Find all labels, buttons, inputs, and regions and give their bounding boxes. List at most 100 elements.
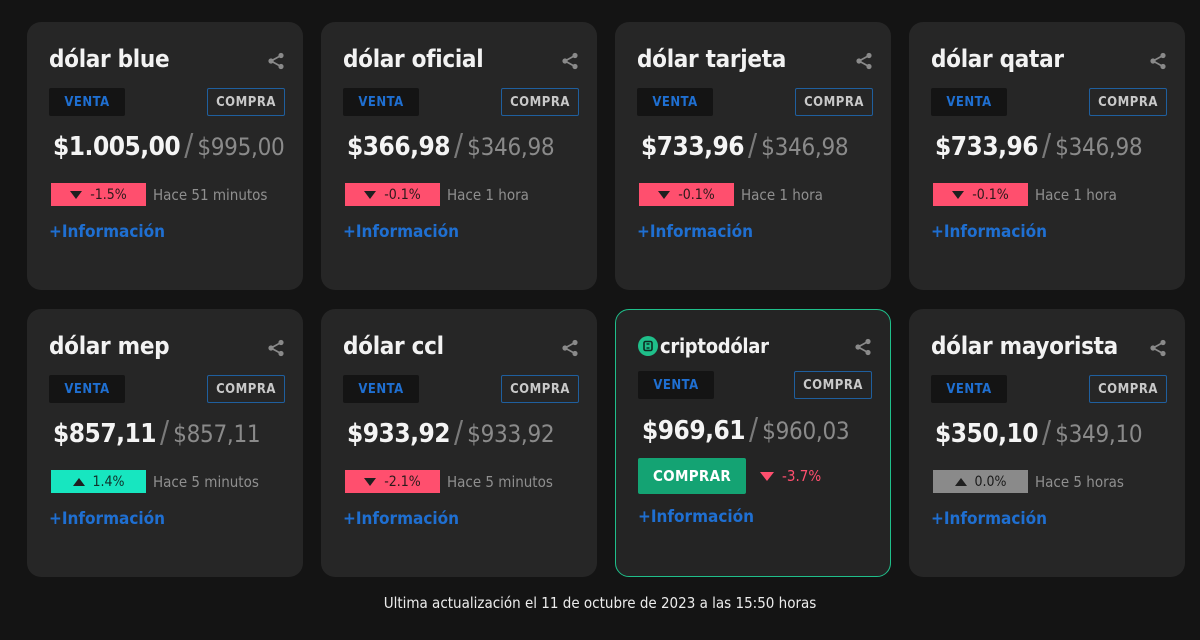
change-value: -3.7% <box>782 467 822 485</box>
tab-venta[interactable]: VENTA <box>637 88 713 116</box>
prices: $733,96/$346,98 <box>935 128 1143 163</box>
price-compra: $960,03 <box>762 417 850 445</box>
arrow-up-icon <box>72 477 85 486</box>
share-icon[interactable] <box>561 52 579 70</box>
share-icon[interactable] <box>267 339 285 357</box>
arrow-down-icon <box>658 190 671 199</box>
price-venta: $857,11 <box>53 419 157 449</box>
share-icon[interactable] <box>267 52 285 70</box>
price-separator: / <box>1042 128 1052 163</box>
price-separator: / <box>184 128 194 163</box>
price-compra: $346,98 <box>1055 133 1143 161</box>
updated-time: Hace 5 minutos <box>153 472 259 491</box>
change-badge: -2.1% <box>345 470 440 493</box>
updated-time: Hace 5 horas <box>1035 472 1124 491</box>
prices: $366,98/$346,98 <box>347 128 555 163</box>
price-venta: $1.005,00 <box>53 132 181 162</box>
more-info-link[interactable]: +Información <box>49 509 166 529</box>
more-info-link[interactable]: +Información <box>931 222 1048 242</box>
change-value: -1.5% <box>90 186 127 203</box>
more-info-link[interactable]: +Información <box>343 509 460 529</box>
updated-time: Hace 5 minutos <box>447 472 553 491</box>
last-update-text: Ultima actualización el 11 de octubre de… <box>383 594 817 612</box>
card-title: dólar mep <box>49 332 170 360</box>
price-compra: $857,11 <box>173 420 261 448</box>
crypto-logo-icon <box>638 336 658 356</box>
change-badge: 1.4% <box>51 470 146 493</box>
price-compra: $349,10 <box>1055 420 1143 448</box>
price-compra: $995,00 <box>197 133 285 161</box>
updated-time: Hace 51 minutos <box>153 185 268 204</box>
change-badge: 0.0% <box>933 470 1028 493</box>
prices: $969,61/$960,03 <box>642 412 850 447</box>
more-info-link[interactable]: +Información <box>49 222 166 242</box>
price-separator: / <box>454 415 464 450</box>
price-separator: / <box>749 412 759 447</box>
card-dolar-mayorista: dólar mayorista VENTA COMPRA $350,10/$34… <box>909 309 1185 577</box>
tab-compra[interactable]: COMPRA <box>795 88 873 116</box>
more-info-link[interactable]: +Información <box>638 507 755 527</box>
tab-compra[interactable]: COMPRA <box>794 371 872 399</box>
prices: $933,92/$933,92 <box>347 415 555 450</box>
price-separator: / <box>454 128 464 163</box>
more-info-link[interactable]: +Información <box>343 222 460 242</box>
price-compra: $933,92 <box>467 420 555 448</box>
updated-time: Hace 1 hora <box>447 185 529 204</box>
tab-venta[interactable]: VENTA <box>931 88 1007 116</box>
price-separator: / <box>160 415 170 450</box>
quotes-grid: dólar blue VENTA COMPRA $1.005,00/$995,0… <box>27 22 1185 577</box>
prices: $1.005,00/$995,00 <box>53 128 285 163</box>
share-icon[interactable] <box>1149 52 1167 70</box>
change-badge: -0.1% <box>639 183 734 206</box>
change-badge: -0.1% <box>345 183 440 206</box>
card-dolar-ccl: dólar ccl VENTA COMPRA $933,92/$933,92 -… <box>321 309 597 577</box>
price-compra: $346,98 <box>761 133 849 161</box>
card-dolar-tarjeta: dólar tarjeta VENTA COMPRA $733,96/$346,… <box>615 22 891 290</box>
change-value: -0.1% <box>972 186 1009 203</box>
more-info-link[interactable]: +Información <box>931 509 1048 529</box>
price-venta: $969,61 <box>642 416 746 446</box>
tab-venta[interactable]: VENTA <box>638 371 714 399</box>
share-icon[interactable] <box>854 338 872 356</box>
price-separator: / <box>1042 415 1052 450</box>
price-venta: $350,10 <box>935 419 1039 449</box>
card-dolar-mep: dólar mep VENTA COMPRA $857,11/$857,11 1… <box>27 309 303 577</box>
card-criptodolar: criptodólar VENTA COMPRA $969,61/$960,03… <box>615 309 891 577</box>
change-value: -2.1% <box>384 473 421 490</box>
more-info-link[interactable]: +Información <box>637 222 754 242</box>
tab-compra[interactable]: COMPRA <box>207 375 285 403</box>
prices: $733,96/$346,98 <box>641 128 849 163</box>
card-title: dólar blue <box>49 45 170 73</box>
tab-compra[interactable]: COMPRA <box>1089 88 1167 116</box>
tab-venta[interactable]: VENTA <box>49 375 125 403</box>
arrow-up-icon <box>954 477 967 486</box>
card-title: dólar oficial <box>343 45 484 73</box>
tab-compra[interactable]: COMPRA <box>501 375 579 403</box>
share-icon[interactable] <box>1149 339 1167 357</box>
card-title: dólar mayorista <box>931 332 1118 360</box>
share-icon[interactable] <box>855 52 873 70</box>
tab-venta[interactable]: VENTA <box>49 88 125 116</box>
tab-venta[interactable]: VENTA <box>343 88 419 116</box>
card-title: dólar qatar <box>931 45 1064 73</box>
card-dolar-oficial: dólar oficial VENTA COMPRA $366,98/$346,… <box>321 22 597 290</box>
card-title: dólar ccl <box>343 332 444 360</box>
share-icon[interactable] <box>561 339 579 357</box>
tab-compra[interactable]: COMPRA <box>207 88 285 116</box>
arrow-down-icon <box>70 190 83 199</box>
updated-time: Hace 1 hora <box>741 185 823 204</box>
price-compra: $346,98 <box>467 133 555 161</box>
buy-button[interactable]: COMPRAR <box>638 458 746 494</box>
tab-venta[interactable]: VENTA <box>343 375 419 403</box>
price-venta: $366,98 <box>347 132 451 162</box>
arrow-down-icon <box>952 190 965 199</box>
price-venta: $733,96 <box>935 132 1039 162</box>
prices: $857,11/$857,11 <box>53 415 261 450</box>
change-value: -0.1% <box>384 186 421 203</box>
tab-compra[interactable]: COMPRA <box>501 88 579 116</box>
prices: $350,10/$349,10 <box>935 415 1143 450</box>
tab-compra[interactable]: COMPRA <box>1089 375 1167 403</box>
tab-venta[interactable]: VENTA <box>931 375 1007 403</box>
arrow-down-icon <box>760 471 774 481</box>
card-dolar-qatar: dólar qatar VENTA COMPRA $733,96/$346,98… <box>909 22 1185 290</box>
